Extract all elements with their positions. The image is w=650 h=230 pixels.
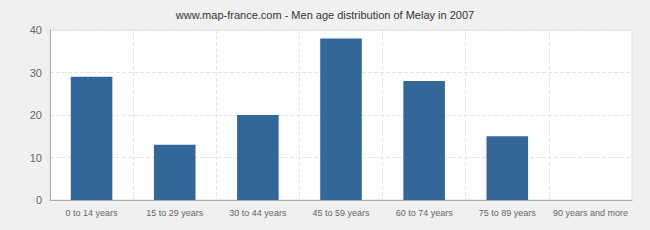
svg-text:45 to 59 years: 45 to 59 years	[312, 208, 370, 218]
svg-text:30: 30	[30, 67, 42, 79]
svg-text:0: 0	[36, 194, 42, 206]
svg-text:90 years and more: 90 years and more	[553, 208, 628, 218]
svg-text:www.map-france.com - Men age d: www.map-france.com - Men age distributio…	[175, 9, 474, 21]
svg-text:20: 20	[30, 109, 42, 121]
svg-text:10: 10	[30, 152, 42, 164]
svg-text:40: 40	[30, 24, 42, 36]
svg-text:0 to 14 years: 0 to 14 years	[66, 208, 119, 218]
svg-text:75 to 89 years: 75 to 89 years	[479, 208, 537, 218]
svg-text:60 to 74 years: 60 to 74 years	[396, 208, 454, 218]
svg-text:30 to 44 years: 30 to 44 years	[229, 208, 287, 218]
svg-text:15 to 29 years: 15 to 29 years	[146, 208, 204, 218]
